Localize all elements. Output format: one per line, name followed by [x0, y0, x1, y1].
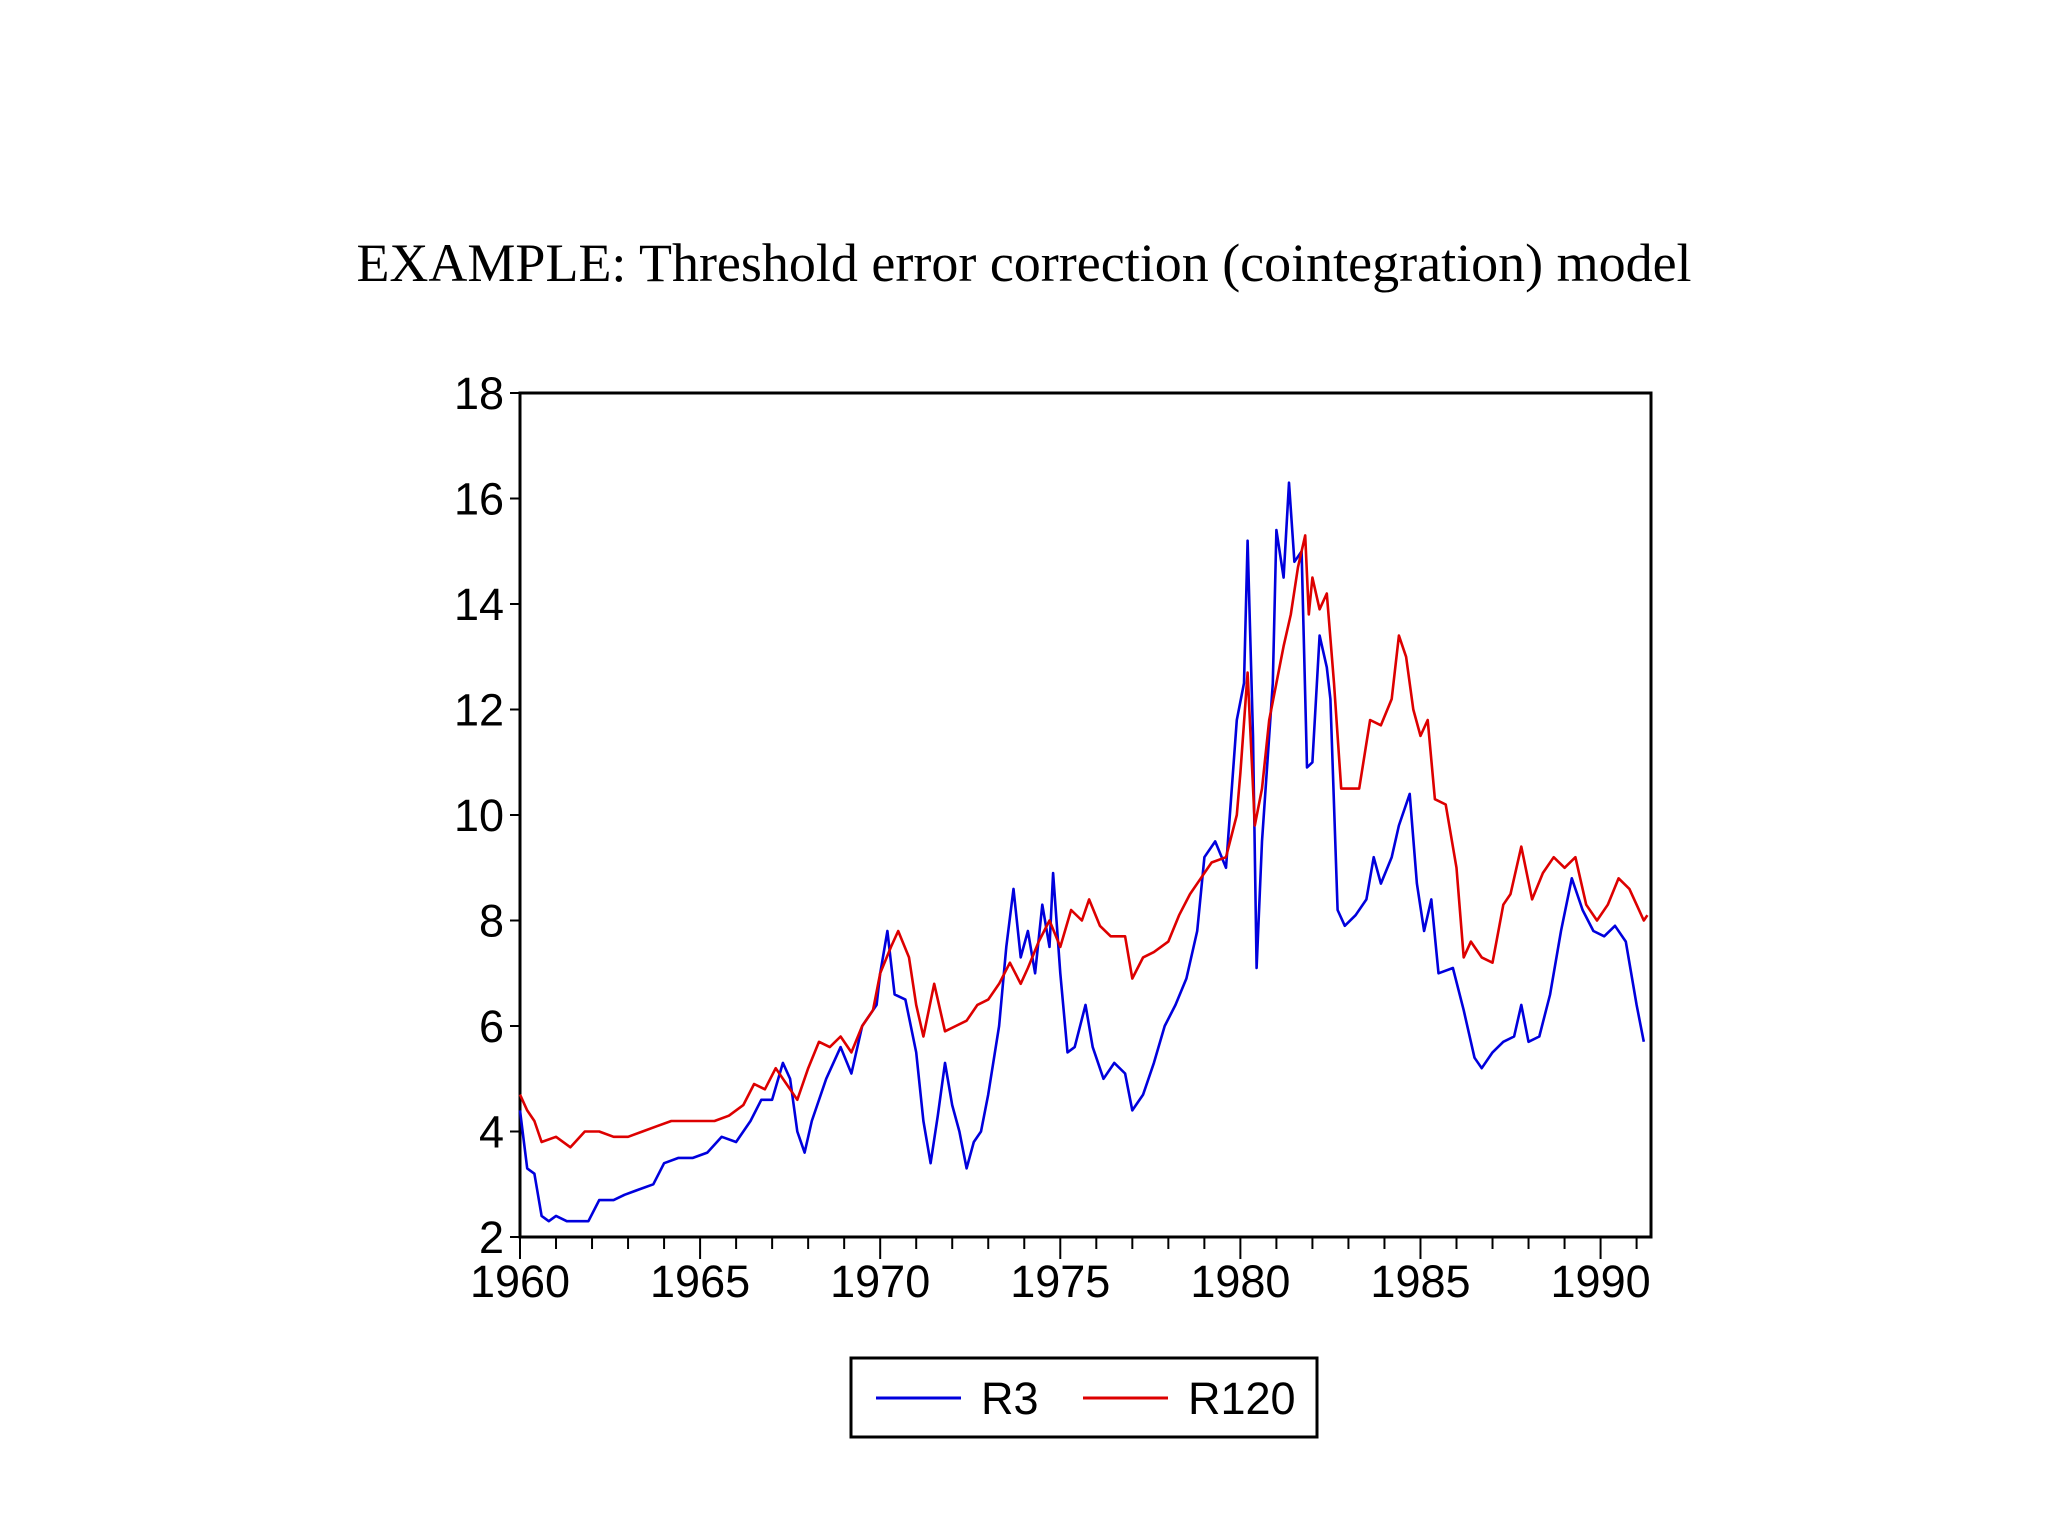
legend-r120-label: R120	[1188, 1373, 1296, 1424]
y-tick-label-18: 18	[454, 368, 504, 419]
slide-title: EXAMPLE: Threshold error correction (coi…	[356, 233, 1692, 293]
x-tick-labels: 1960 1965 1970 1975 1980 1985 1990	[470, 1256, 1651, 1307]
y-tick-label-12: 12	[454, 685, 504, 736]
y-tick-label-4: 4	[479, 1107, 504, 1158]
x-tick-label-1960: 1960	[470, 1256, 570, 1307]
x-tick-label-1980: 1980	[1190, 1256, 1290, 1307]
plot-area-frame	[518, 391, 1653, 1239]
y-tick-label-6: 6	[479, 1001, 504, 1052]
legend: R3 R120	[849, 1356, 1319, 1439]
y-tick-label-2: 2	[479, 1212, 504, 1263]
x-tick-label-1985: 1985	[1370, 1256, 1470, 1307]
y-tick-label-14: 14	[454, 579, 504, 630]
legend-r3-label: R3	[981, 1373, 1039, 1424]
y-tick-labels: 2 4 6 8 10 12 14 16 18	[454, 368, 504, 1263]
series-line-r3	[518, 481, 1646, 1223]
series-lines	[518, 481, 1649, 1223]
x-tick-label-1975: 1975	[1010, 1256, 1110, 1307]
y-tick-label-8: 8	[479, 896, 504, 947]
series-line-r120	[518, 534, 1649, 1149]
x-tick-label-1965: 1965	[650, 1256, 750, 1307]
x-tick-label-1970: 1970	[830, 1256, 930, 1307]
x-tick-label-1990: 1990	[1551, 1256, 1651, 1307]
axis-ticks	[510, 392, 1638, 1259]
y-tick-label-16: 16	[454, 474, 504, 525]
y-tick-label-10: 10	[454, 790, 504, 841]
